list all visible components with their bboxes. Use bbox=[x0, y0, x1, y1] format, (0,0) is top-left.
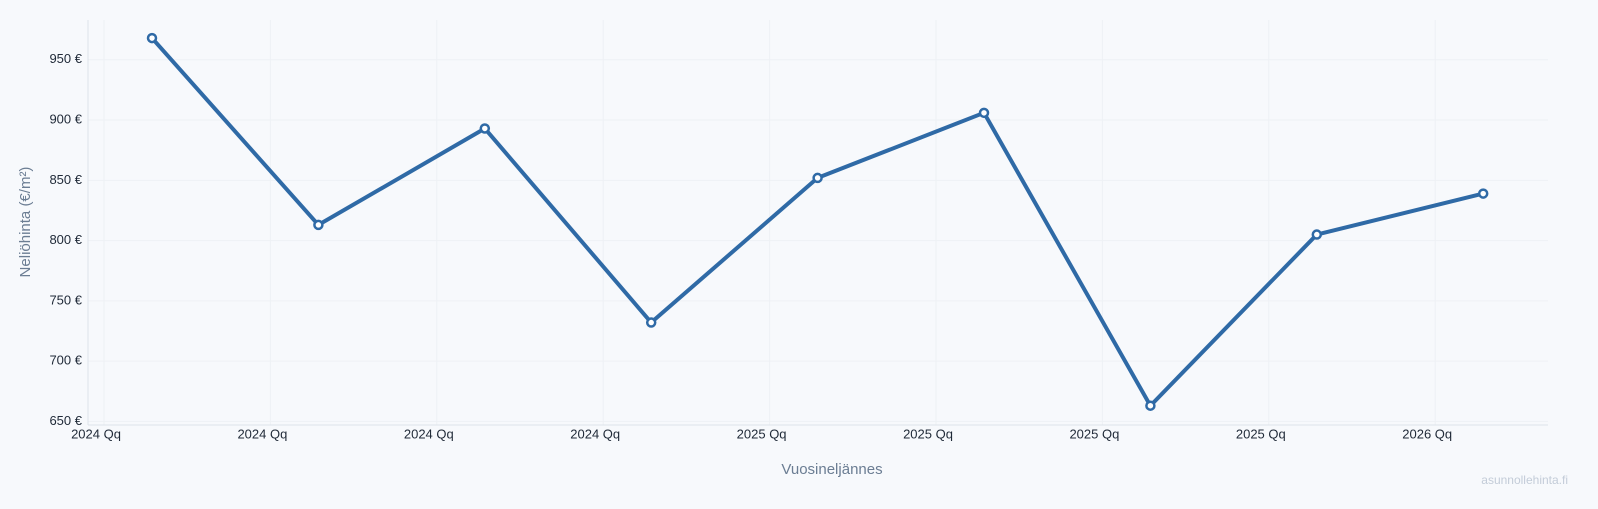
point bbox=[146, 32, 158, 44]
y-tick-label: 700 € bbox=[49, 353, 82, 368]
y-tick-label: 800 € bbox=[49, 232, 82, 247]
point bbox=[978, 107, 990, 119]
point bbox=[645, 317, 657, 328]
x-tick-label: 2024 Qq bbox=[71, 426, 121, 441]
x-axis-title: Vuosineljännes bbox=[781, 461, 882, 478]
y-tick-label: 750 € bbox=[49, 292, 82, 307]
y-tick-label: 900 € bbox=[49, 111, 82, 126]
x-tick-label: 2025 Qq bbox=[737, 426, 787, 441]
x-tick-label: 2025 Qq bbox=[903, 426, 953, 441]
watermark: asunnollehinta.fi bbox=[1481, 473, 1568, 487]
point bbox=[1477, 188, 1489, 199]
x-tick-label: 2024 Qq bbox=[404, 426, 454, 441]
point bbox=[1311, 229, 1323, 240]
y-tick-label: 950 € bbox=[49, 51, 82, 66]
y-tick-label: 650 € bbox=[49, 413, 82, 428]
x-tick-label: 2024 Qq bbox=[570, 426, 620, 441]
point bbox=[1145, 400, 1156, 411]
x-tick-label: 2026 Qq bbox=[1402, 426, 1452, 441]
point bbox=[812, 172, 823, 184]
x-tick-label: 2025 Qq bbox=[1069, 426, 1119, 441]
line bbox=[150, 36, 1484, 408]
y-axis-title: Neliöhinta (€/m²) bbox=[17, 167, 34, 278]
point bbox=[313, 219, 324, 231]
point bbox=[479, 123, 491, 134]
x-tick-label: 2025 Qq bbox=[1236, 426, 1286, 441]
x-tick-label: 2024 Qq bbox=[237, 426, 287, 441]
y-tick-label: 850 € bbox=[49, 172, 82, 187]
